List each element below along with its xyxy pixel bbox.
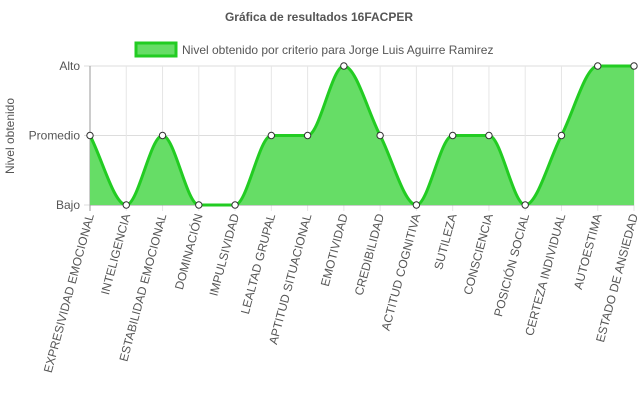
x-tick-label: POSICIÓN SOCIAL [490, 212, 532, 319]
x-tick-label: AUTOESTIMA [571, 212, 605, 291]
legend-swatch [134, 41, 178, 58]
data-point[interactable] [303, 131, 312, 140]
data-point[interactable] [195, 201, 203, 209]
data-point[interactable] [485, 131, 493, 140]
x-tick-label: EMOTIVIDAD [318, 212, 351, 288]
data-point[interactable] [158, 131, 167, 140]
data-point[interactable] [231, 201, 239, 209]
data-point[interactable] [412, 201, 421, 209]
y-tick-label: Alto [59, 59, 80, 73]
data-point[interactable] [521, 201, 529, 209]
x-tick-label: INTELIGENCIA [98, 212, 133, 296]
x-tick-label: CERTEZA INDIVIDUAL [522, 212, 568, 337]
y-tick-label: Promedio [29, 129, 81, 143]
y-axis-title: Nivel obtenido [3, 98, 17, 174]
x-tick-label: ACTITUD COGNITIVA [379, 212, 424, 332]
data-point[interactable] [630, 62, 638, 70]
x-axis-ticks: EXPRESIVIDAD EMOCIONAL INTELIGENCIAESTABI… [41, 212, 639, 375]
x-tick-label: DOMINACIÓN [171, 212, 206, 291]
x-tick-label: CREDIBILIDAD [352, 212, 387, 297]
chart-title: Gráfica de resultados 16FACPER [225, 10, 413, 24]
data-point[interactable] [267, 131, 276, 140]
data-point[interactable] [122, 201, 130, 209]
y-axis-ticks: Bajo Promedio Alto [29, 59, 81, 212]
x-tick-label: IMPULSIVIDAD [207, 212, 243, 298]
series-area [88, 64, 634, 207]
y-tick-label: Bajo [56, 198, 80, 212]
legend[interactable]: Nivel obtenido por criterio para Jorge L… [134, 41, 493, 58]
data-point[interactable] [594, 62, 602, 70]
series-area-fill [90, 66, 634, 205]
legend-label: Nivel obtenido por criterio para Jorge L… [182, 43, 493, 57]
data-point[interactable] [557, 131, 566, 140]
x-tick-label: LEALTAD GRUPAL [238, 212, 278, 316]
data-point[interactable] [448, 131, 457, 140]
data-point[interactable] [86, 131, 94, 140]
series-line [88, 64, 634, 207]
data-point[interactable] [376, 131, 384, 140]
data-point[interactable] [340, 62, 348, 70]
x-tick-label: SUTILEZA [431, 212, 459, 271]
x-tick-label: CONSCIENCIA [461, 212, 496, 296]
data-points[interactable] [86, 62, 638, 209]
x-tick-label: EXPRESIVIDAD EMOCIONAL [41, 212, 97, 374]
